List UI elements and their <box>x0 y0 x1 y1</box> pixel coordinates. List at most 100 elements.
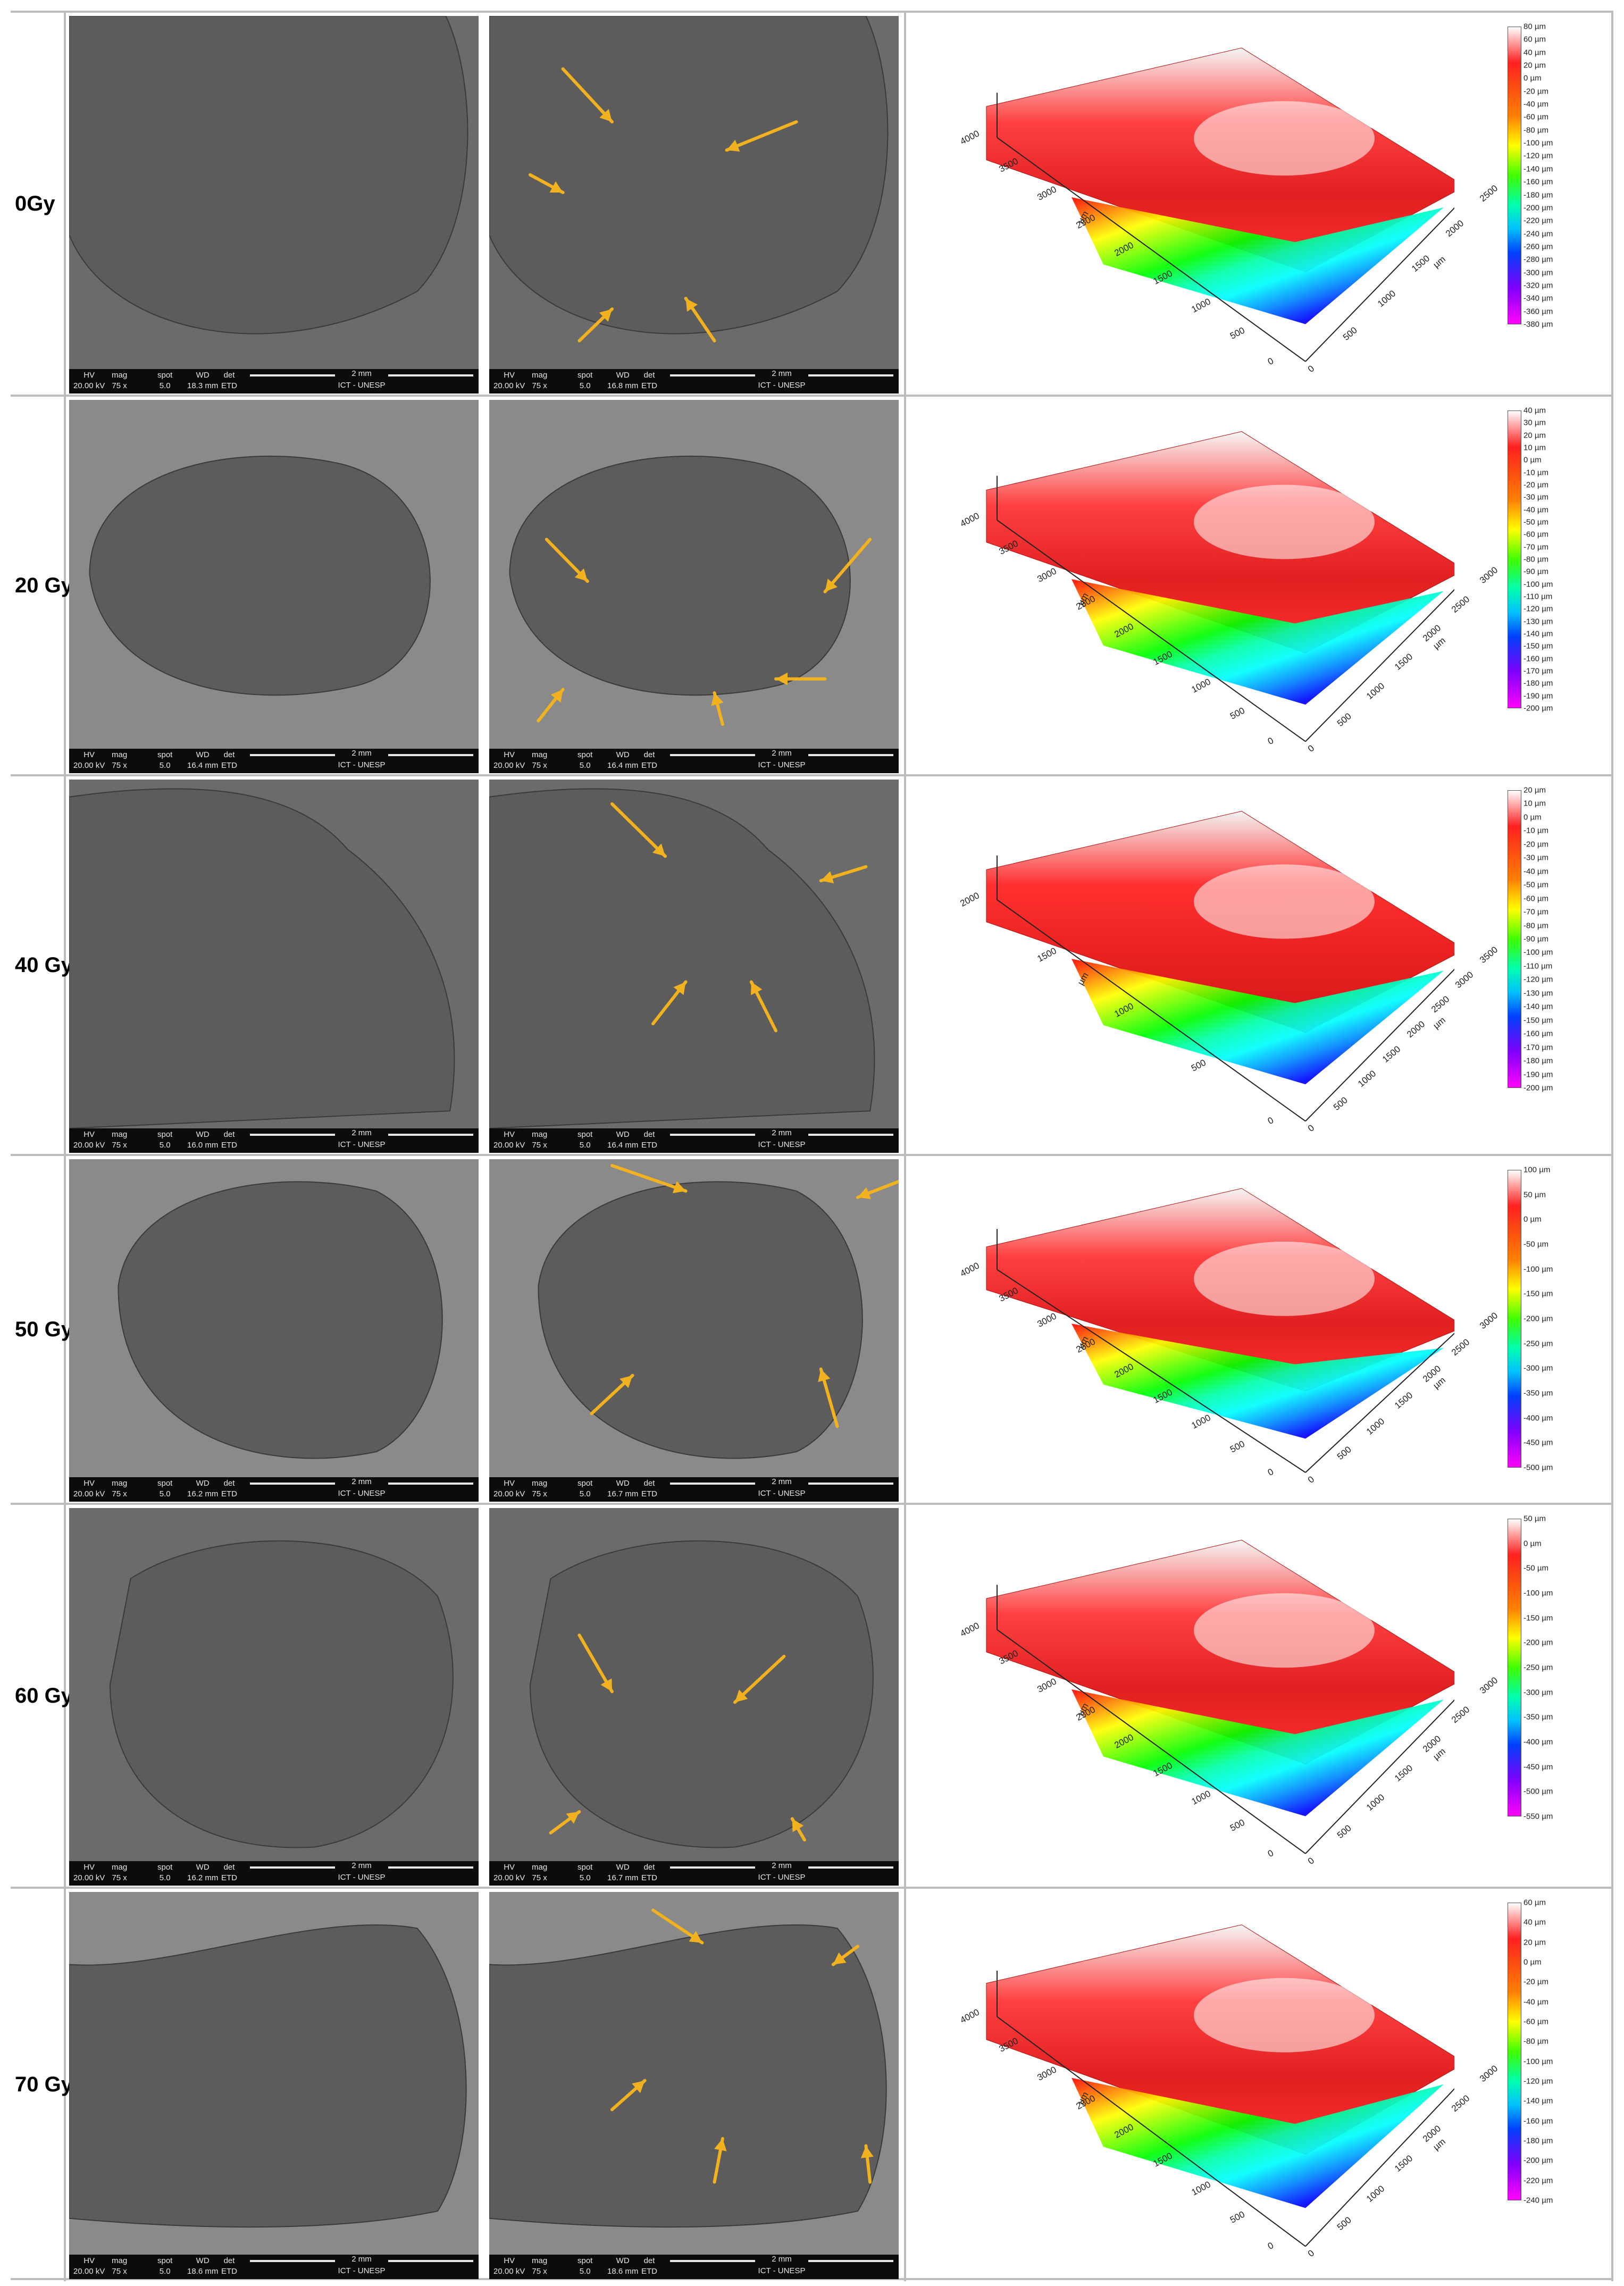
databar-field: mag 75 x <box>112 750 127 771</box>
databar-field: spot 5.0 <box>577 2256 592 2277</box>
arrow-head <box>599 108 612 122</box>
colorbar-tick: -300 µm <box>1523 1363 1553 1373</box>
colorbar-tick: -120 µm <box>1523 604 1553 614</box>
colorbar-tick: -160 µm <box>1523 1029 1553 1039</box>
colorbar-tick: -450 µm <box>1523 1762 1553 1772</box>
databar-value: 75 x <box>532 1141 547 1150</box>
colorbar-tick: 10 µm <box>1523 443 1546 453</box>
databar-field: det ETD <box>221 370 237 391</box>
colorbar-tick: -80 µm <box>1523 921 1548 931</box>
colorbar-tick: 20 µm <box>1523 1938 1546 1947</box>
colorbar-tick: 100 µm <box>1523 1165 1551 1175</box>
column-divider <box>64 11 66 2281</box>
sem-micrograph <box>489 1508 899 1861</box>
arrow-icon <box>529 173 565 194</box>
databar-value: ETD <box>221 381 237 390</box>
databar-header: HV <box>83 371 95 380</box>
databar-header: spot <box>577 750 593 759</box>
scale-bar-label: 2 mm <box>335 2255 388 2264</box>
colorbar-tick: -100 µm <box>1523 1265 1553 1274</box>
arrow-icon <box>860 2144 874 2184</box>
arrow-head <box>550 689 563 703</box>
databar-field: det ETD <box>641 1862 657 1883</box>
colorbar-tick: -80 µm <box>1523 125 1548 135</box>
sem-micrograph <box>489 1159 899 1477</box>
arrow-head <box>672 1181 686 1193</box>
x-tick-label: 3500 <box>1477 944 1500 966</box>
surface-highlight <box>1194 484 1375 559</box>
databar-field: mag 75 x <box>532 750 547 771</box>
arrow-head <box>776 672 788 685</box>
sem-image-left: HV 20.00 kV mag 75 x spot 5.0 WD 16.4 mm det ETD 2… <box>69 400 479 773</box>
sem-databar: HV 20.00 kV mag 75 x spot 5.0 WD 16.7 mm det ETD 2… <box>489 1861 899 1886</box>
dose-label: 70 Gy <box>15 2073 73 2096</box>
databar-value: 5.0 <box>579 1141 591 1150</box>
scale-bar-label: 2 mm <box>335 749 388 758</box>
colorbar-tick: -180 µm <box>1523 190 1553 200</box>
sem-micrograph <box>69 16 479 369</box>
databar-value: ETD <box>221 761 237 770</box>
colorbar-gradient <box>1508 411 1521 708</box>
databar-header: det <box>643 750 655 759</box>
databar-header: HV <box>83 2256 95 2265</box>
colorbar-gradient <box>1508 1170 1521 1468</box>
sem-image-left: HV 20.00 kV mag 75 x spot 5.0 WD 16.2 mm det ETD 2… <box>69 1508 479 1886</box>
databar-value: 75 x <box>112 1489 127 1498</box>
resin-surface <box>118 1181 443 1459</box>
surface-highlight <box>1194 1593 1375 1668</box>
databar-header: HV <box>504 2256 515 2265</box>
databar-field: mag 75 x <box>112 1478 127 1500</box>
arrow-head <box>860 2146 874 2158</box>
colorbar-tick: -140 µm <box>1523 1002 1553 1011</box>
databar-value: 5.0 <box>159 381 171 390</box>
sem-micrograph <box>489 16 899 369</box>
databar-field: det ETD <box>221 1129 237 1151</box>
colorbar-tick: 0 µm <box>1523 813 1542 822</box>
sem-databar: HV 20.00 kV mag 75 x spot 5.0 WD 16.8 mm det ETD 2… <box>489 369 899 393</box>
surface-3d-render <box>986 431 1476 742</box>
databar-value: 18.6 mm <box>187 2267 219 2276</box>
databar-header: det <box>223 1130 235 1139</box>
x-tick-label: 3000 <box>1477 1675 1500 1696</box>
colorbar-tick: -50 µm <box>1523 880 1548 890</box>
colorbar-tick: -220 µm <box>1523 216 1553 225</box>
databar-header: spot <box>577 371 593 380</box>
arrow-icon <box>610 2079 647 2112</box>
databar-value: 20.00 kV <box>493 1873 525 1882</box>
scale-bar-label: 2 mm <box>755 749 808 758</box>
databar-field: WD 18.6 mm <box>607 2256 638 2277</box>
databar-header: HV <box>83 1863 95 1872</box>
databar-header: spot <box>577 1479 593 1488</box>
databar-value: 75 x <box>532 1489 547 1498</box>
databar-header: WD <box>616 371 630 380</box>
databar-value: 16.4 mm <box>187 761 219 770</box>
sem-micrograph <box>69 400 479 749</box>
dose-label: 60 Gy <box>15 1684 73 1707</box>
y-axis-line <box>997 520 1306 742</box>
databar-header: HV <box>504 1130 515 1139</box>
databar-value: 5.0 <box>159 1873 171 1882</box>
databar-value: 16.0 mm <box>187 1141 219 1150</box>
colorbar-tick: -200 µm <box>1523 1638 1553 1647</box>
databar-value: 5.0 <box>579 761 591 770</box>
surface-profile-plot: 4000 3500 3000 2500 2000 1500 1000 500 0 µm 0 500 10… <box>912 1510 1603 1883</box>
databar-header: det <box>643 1130 655 1139</box>
surface-highlight <box>1194 864 1375 939</box>
databar-header: mag <box>112 1130 128 1139</box>
databar-field: spot 5.0 <box>157 1478 172 1500</box>
colorbar-tick: -90 µm <box>1523 934 1548 944</box>
databar-field: mag 75 x <box>112 1862 127 1883</box>
colorbar-tick: -130 µm <box>1523 617 1553 626</box>
institution-label: ICT - UNESP <box>338 2266 386 2275</box>
surface-depression <box>1071 1324 1444 1439</box>
scale-bar-label: 2 mm <box>755 2255 808 2264</box>
databar-field: WD 16.4 mm <box>607 750 638 771</box>
figure-row: 0Gy HV 20.00 kV mag 75 x spot 5.0 WD 18.3 mm det E… <box>11 11 1613 395</box>
colorbar-tick: -550 µm <box>1523 1812 1553 1821</box>
arrow-head <box>600 1678 612 1692</box>
sem-databar: HV 20.00 kV mag 75 x spot 5.0 WD 16.2 mm det ETD 2… <box>69 1477 479 1502</box>
colorbar-tick: -60 µm <box>1523 112 1548 122</box>
arrow-icon <box>818 1367 839 1428</box>
colorbar-gradient <box>1508 1519 1521 1816</box>
surface-3d-render <box>986 47 1476 362</box>
